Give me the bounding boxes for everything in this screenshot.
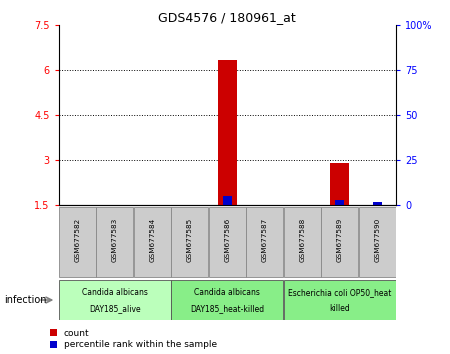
- Bar: [284, 207, 321, 277]
- Text: infection: infection: [4, 295, 47, 305]
- Text: GSM677582: GSM677582: [74, 218, 80, 262]
- Text: Candida albicans: Candida albicans: [194, 288, 260, 297]
- Bar: [373, 202, 382, 205]
- Text: Candida albicans: Candida albicans: [82, 288, 148, 297]
- Text: DAY185_alive: DAY185_alive: [89, 304, 140, 314]
- Bar: [218, 60, 237, 205]
- Text: GSM677586: GSM677586: [224, 218, 230, 262]
- Bar: [58, 207, 96, 277]
- Text: Escherichia coli OP50_heat: Escherichia coli OP50_heat: [288, 288, 392, 297]
- Title: GDS4576 / 180961_at: GDS4576 / 180961_at: [158, 11, 296, 24]
- Bar: [171, 280, 284, 320]
- Text: DAY185_heat-killed: DAY185_heat-killed: [190, 304, 264, 314]
- Text: GSM677589: GSM677589: [337, 218, 343, 262]
- Bar: [134, 207, 171, 277]
- Bar: [330, 163, 349, 205]
- Text: GSM677588: GSM677588: [299, 218, 305, 262]
- Bar: [209, 207, 246, 277]
- Text: GSM677585: GSM677585: [187, 218, 193, 262]
- Bar: [321, 207, 358, 277]
- Text: killed: killed: [329, 304, 350, 314]
- Bar: [246, 207, 284, 277]
- Bar: [223, 196, 232, 205]
- Legend: count, percentile rank within the sample: count, percentile rank within the sample: [50, 329, 217, 349]
- Bar: [58, 280, 171, 320]
- Bar: [359, 207, 396, 277]
- Bar: [284, 280, 396, 320]
- Text: GSM677583: GSM677583: [112, 218, 118, 262]
- Bar: [171, 207, 208, 277]
- Text: GSM677584: GSM677584: [149, 218, 155, 262]
- Bar: [335, 200, 344, 205]
- Text: GSM677587: GSM677587: [262, 218, 268, 262]
- Text: GSM677590: GSM677590: [374, 218, 380, 262]
- Bar: [96, 207, 133, 277]
